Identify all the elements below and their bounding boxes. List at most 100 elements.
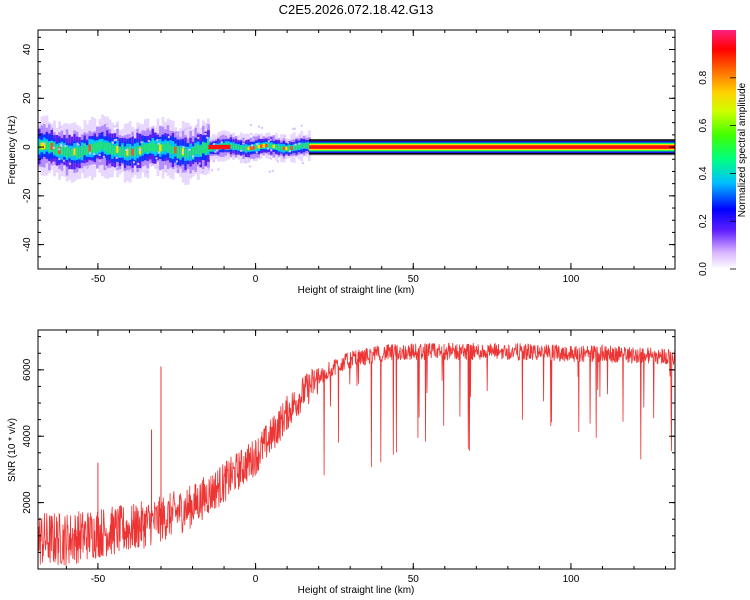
snr-ylabel: SNR (10 * v/v): [7, 418, 18, 482]
spectrogram-ticks: -50 0 50 100 -40 -20 0 20 40: [22, 30, 675, 285]
spectrogram-speckle: [293, 127, 296, 130]
spectrogram-speckle: [179, 167, 182, 170]
spectrogram-speckle: [214, 150, 217, 153]
snr-ytick-label: 4000: [22, 425, 33, 448]
spectrogram-cell: [267, 143, 271, 149]
spectrogram-peak: [116, 145, 120, 153]
spectrogram-speckle: [182, 146, 185, 149]
spectrogram-speckle: [58, 158, 61, 161]
spectrogram-speckle: [256, 143, 259, 146]
spectrogram-speckle: [76, 142, 79, 145]
spectrogram-cell: [280, 146, 284, 151]
spectrogram-speckle: [211, 169, 214, 172]
spectrogram-cell: [191, 146, 195, 160]
spectrogram-speckle: [111, 141, 114, 144]
spectrogram-cell: [80, 146, 84, 157]
spectrogram-speckle: [102, 155, 105, 158]
spectrogram-peak: [265, 143, 268, 148]
spectrogram-speckle: [300, 124, 303, 127]
spectrogram-speckle: [269, 138, 272, 141]
spectrogram-cell: [83, 143, 87, 156]
spectrogram-speckle: [43, 142, 46, 145]
colorbar-ticks: 0.0 0.2 0.4 0.6 0.8: [698, 70, 736, 276]
spectrogram-xtick-label: 100: [563, 274, 580, 285]
spectrogram-cell: [297, 144, 301, 149]
spectrogram-speckle: [248, 158, 251, 161]
spectrogram-cell: [65, 147, 69, 158]
spectrogram-cell: [78, 147, 82, 159]
spectrogram-cell: [164, 143, 167, 151]
spectrogram-peak: [252, 146, 256, 150]
spectrogram-cell: [196, 144, 200, 155]
spectrogram-speckle: [249, 124, 252, 127]
spectrogram-ylabel: Frequency (Hz): [7, 116, 18, 185]
snr-frame: [37, 329, 676, 570]
spectrogram-speckle: [242, 142, 245, 145]
spectrogram-speckle: [264, 152, 267, 155]
spectrogram-cell: [111, 145, 114, 155]
spectrogram-speckle: [220, 141, 223, 144]
spectrogram-speckle: [240, 137, 243, 140]
spectrogram-speckle: [183, 128, 186, 131]
spectrogram-ytick-label: -40: [22, 237, 33, 252]
spectrogram-speckle: [98, 160, 101, 163]
spectrogram-cell: [161, 143, 165, 152]
spectrogram-speckle: [50, 127, 53, 130]
spectrogram-speckle: [47, 161, 50, 164]
spectrogram-speckle: [106, 122, 109, 125]
spectrogram-speckle: [188, 148, 191, 151]
snr-panel: -50 0 50 100 2000 4000 6000 Height of straight…: [7, 329, 676, 596]
spectrogram-peak: [282, 146, 286, 151]
spectrogram-speckle: [165, 170, 168, 173]
spectrogram-speckle: [137, 162, 140, 165]
spectrogram-speckle: [113, 139, 116, 142]
spectrogram-speckle: [289, 150, 292, 153]
colorbar-gradient: [712, 30, 736, 269]
snr-xlabel: Height of straight line (km): [298, 585, 415, 596]
spectrogram-speckle: [137, 127, 140, 130]
spectrogram-cell: [70, 149, 74, 157]
spectrogram-speckle: [60, 143, 63, 146]
snr-series-line: [38, 342, 675, 566]
colorbar: 0.0 0.2 0.4 0.6 0.8 Normalized spectral ampl…: [698, 30, 748, 276]
spectrogram-speckle: [268, 170, 271, 173]
spectrogram-speckle: [204, 133, 207, 136]
spectrogram-speckle: [212, 160, 215, 163]
spectrogram-cell: [108, 142, 112, 155]
colorbar-tick-label: 0.0: [698, 262, 709, 276]
spectrogram-cell: [143, 144, 147, 152]
spectrogram-speckle: [58, 148, 61, 151]
spectrogram-peak: [40, 142, 44, 150]
spectrogram-cell: [234, 144, 238, 150]
spectrogram-speckle: [292, 127, 295, 130]
spectrogram-speckle: [270, 149, 273, 152]
spectrogram-speckle: [140, 141, 143, 144]
spectrogram-ytick-label: -20: [22, 188, 33, 203]
spectrogram-speckle: [64, 145, 67, 148]
spectrogram-cell: [169, 144, 173, 154]
spectrogram-peak: [262, 144, 266, 148]
spectrogram-cell: [292, 144, 296, 151]
spectrogram-speckle: [175, 160, 178, 163]
spectrogram-cell: [179, 147, 183, 159]
spectrogram-cell: [232, 143, 236, 150]
spectrogram-speckle: [244, 161, 247, 164]
spectrogram-speckle: [145, 171, 148, 174]
snr-xtick-label: 100: [563, 574, 580, 585]
spectrogram-ytick-label: 40: [22, 44, 33, 56]
spectrogram-cell: [90, 144, 94, 153]
spectrogram-cell: [154, 143, 157, 153]
spectrogram-peak: [138, 147, 142, 155]
spectrogram-speckle: [270, 157, 273, 160]
spectrogram-cell: [136, 146, 140, 155]
spectrogram-peak: [290, 146, 294, 150]
spectrogram-speckle: [152, 126, 155, 129]
spectrogram-speckle: [176, 167, 179, 170]
spectrogram-speckle: [181, 151, 184, 154]
spectrogram-speckle: [213, 143, 216, 146]
spectrogram-cell: [242, 146, 246, 151]
spectrogram-speckle: [89, 152, 92, 155]
spectrogram-speckle: [133, 161, 136, 164]
spectrogram-speckle: [156, 165, 159, 168]
spectrogram-cell: [141, 143, 145, 154]
